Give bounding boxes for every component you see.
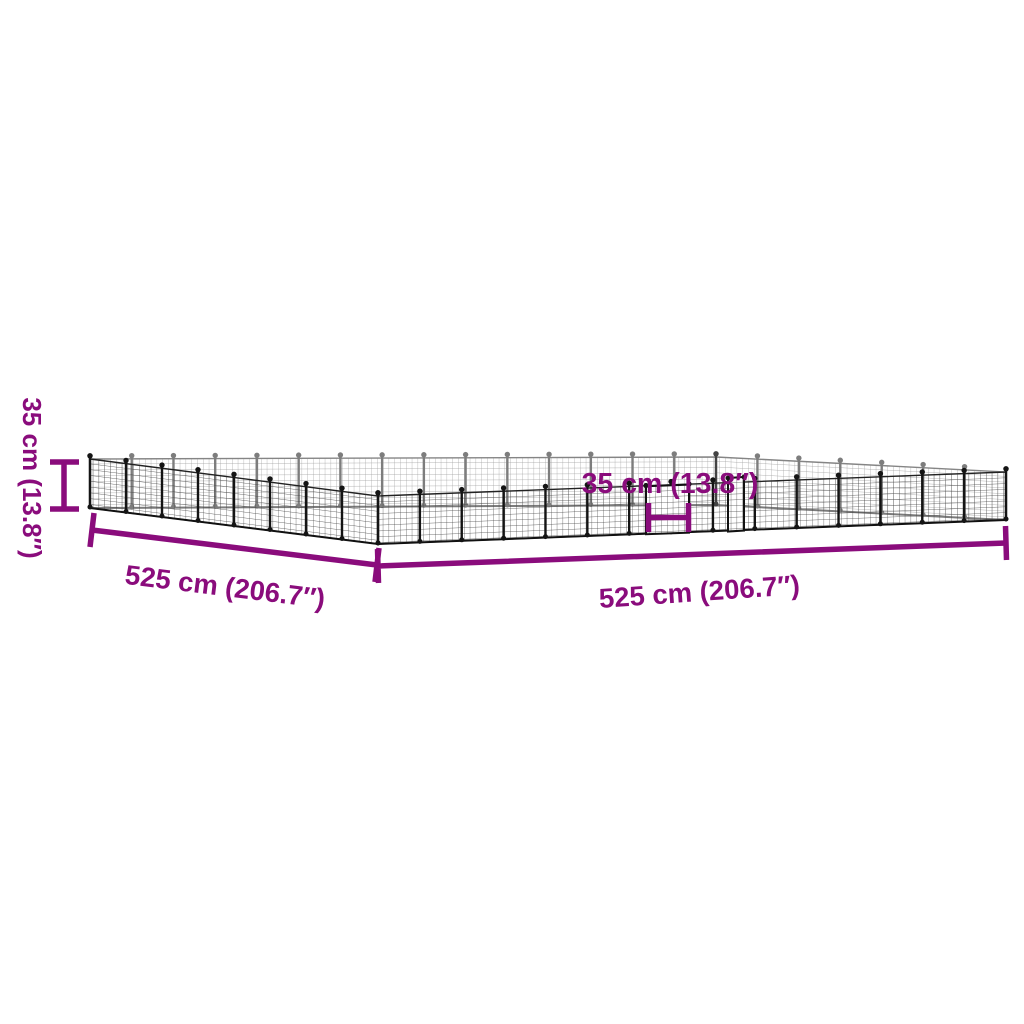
side-front-dimension-line [374,525,1010,584]
height-dimension-bracket [50,459,79,512]
mesh-playpen-render [87,451,1009,546]
open-door-panel [725,474,747,533]
side-left-dimension-label: 525 cm (206.7″) [123,559,326,614]
door-width-dimension-label: 35 cm (13.8″) [582,468,759,500]
dimension-annotations [50,459,1010,584]
door-width-dimension-bracket [645,503,692,532]
side-front-dimension-label: 525 cm (206.7″) [598,569,801,614]
height-dimension-label: 35 cm (13.8″) [17,397,47,558]
door-panel [643,481,692,536]
